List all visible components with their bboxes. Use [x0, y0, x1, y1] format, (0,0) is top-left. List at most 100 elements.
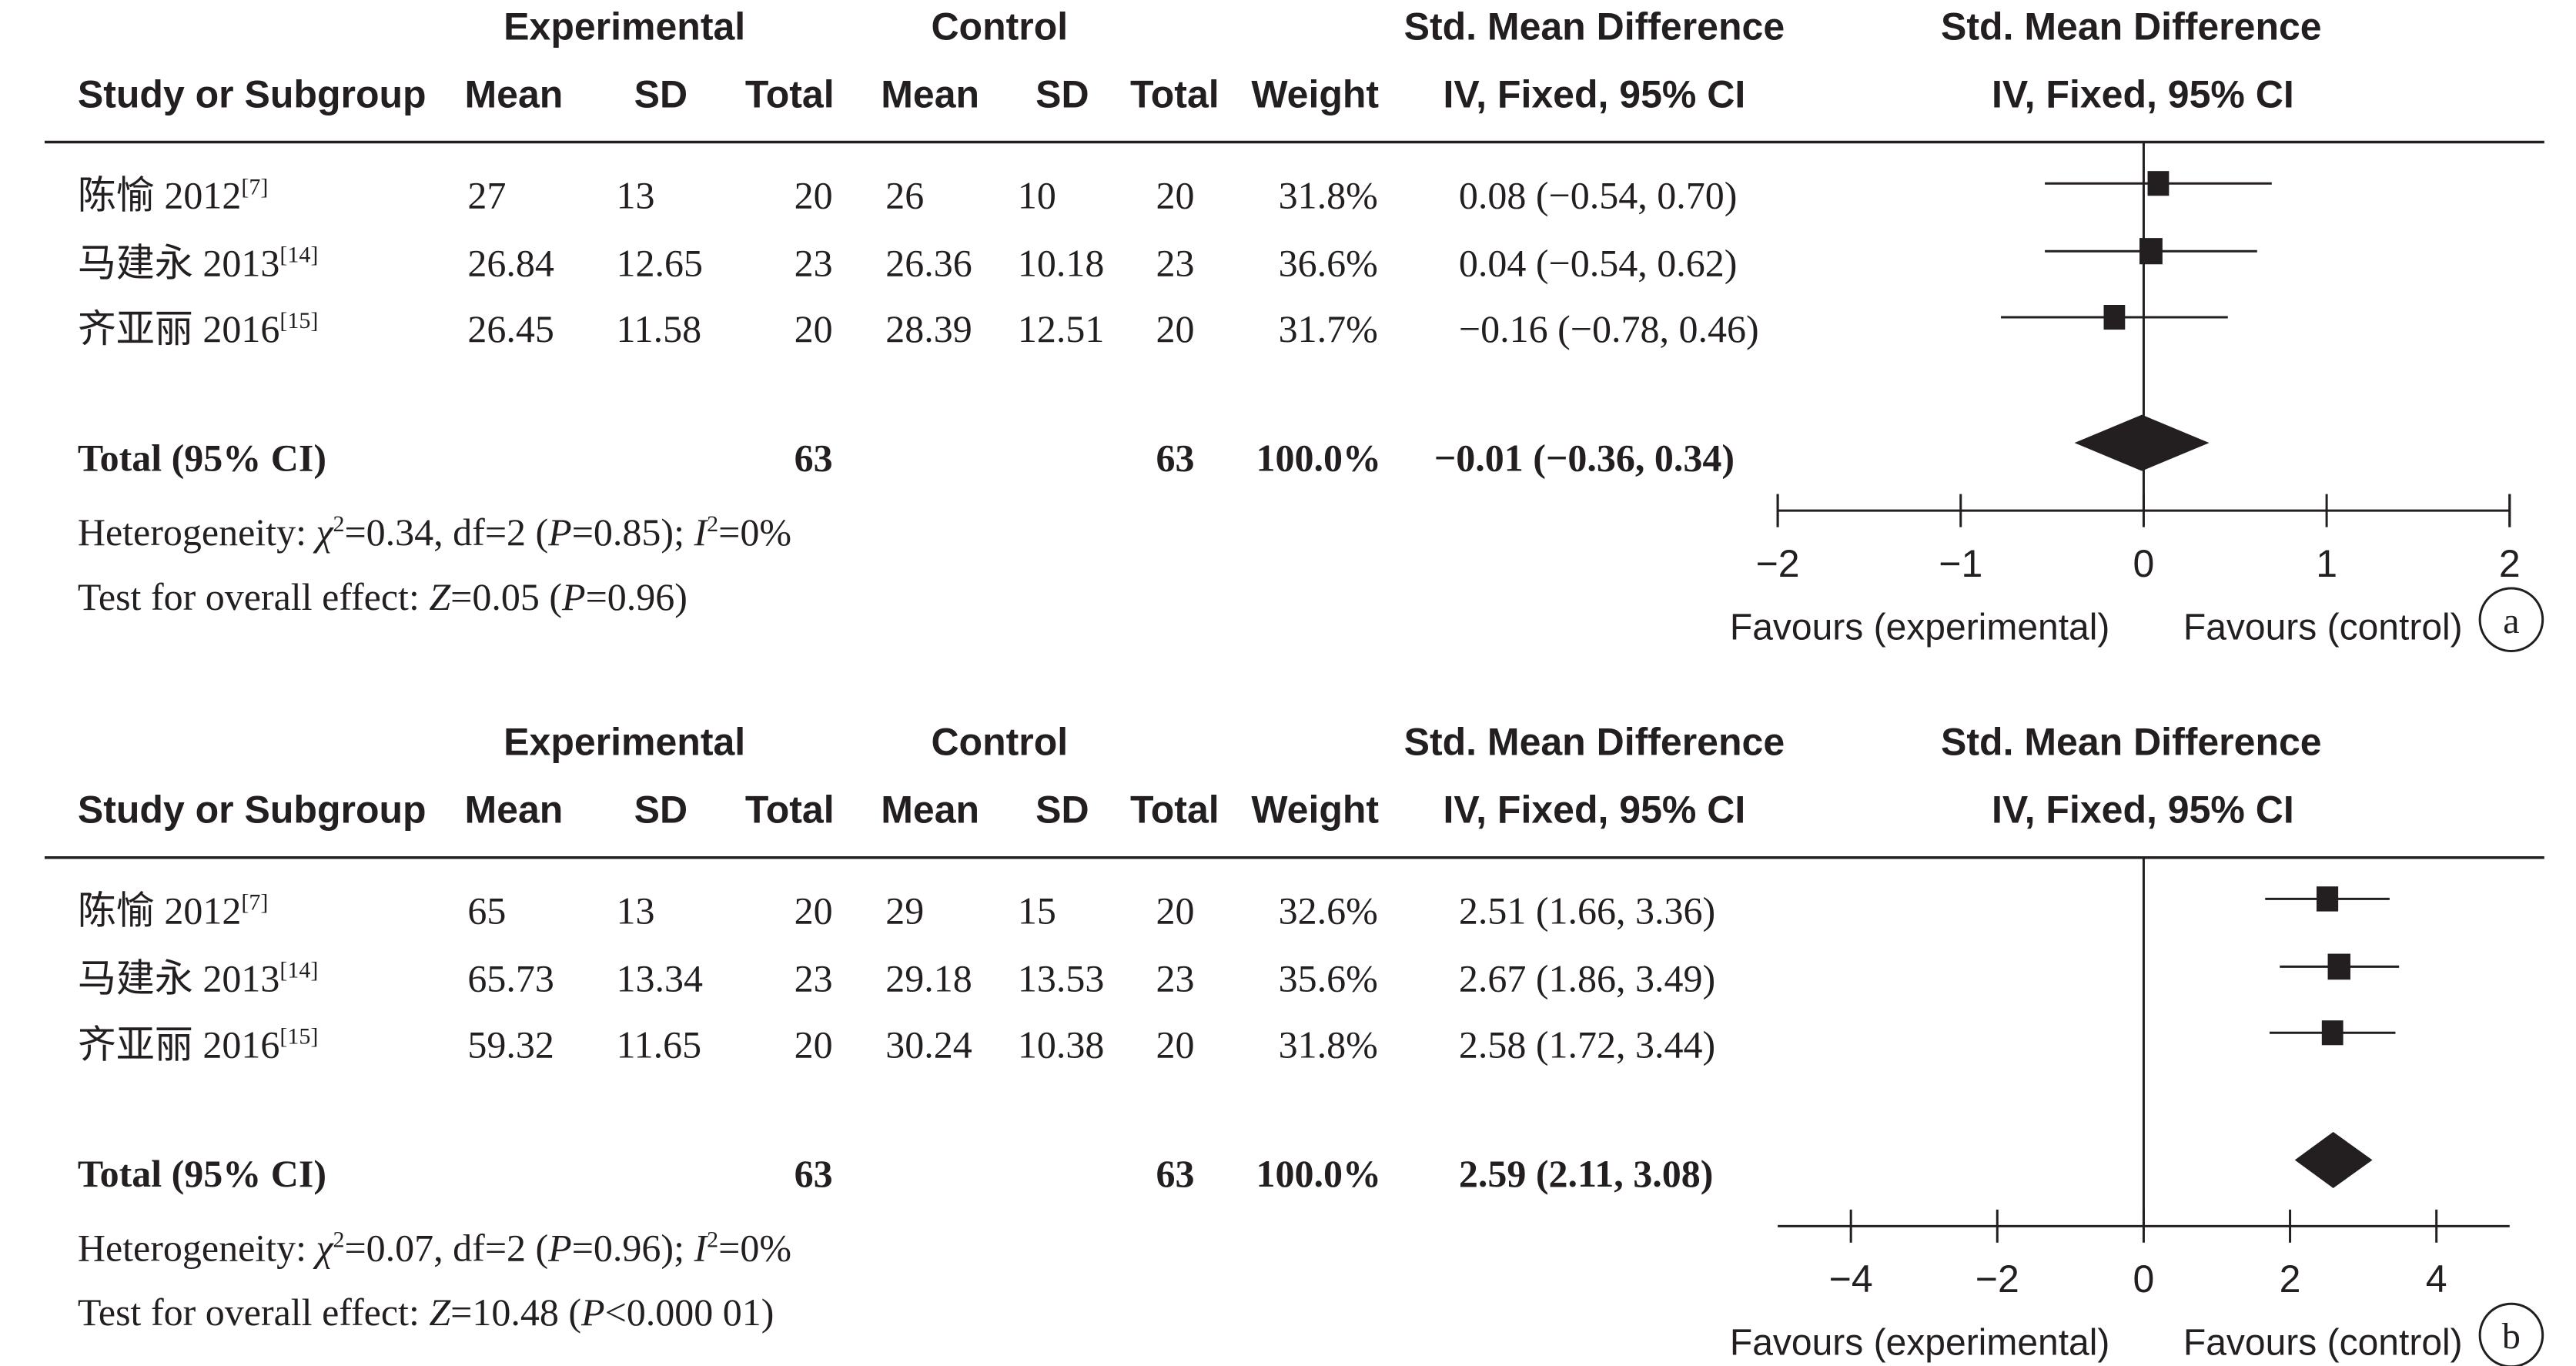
- effect-square: [2139, 238, 2163, 265]
- ci-text-cell: 0.08 (−0.54, 0.70): [1459, 173, 1738, 216]
- ci-text-cell: 0.04 (−0.54, 0.62): [1459, 241, 1738, 284]
- header-ctl-total: Total: [1130, 788, 1219, 832]
- ctl-sd-cell: 10.18: [1018, 241, 1105, 284]
- header-control: Control: [931, 721, 1068, 764]
- forest-panel-a: Experimental Control Std. Mean Difference S…: [44, 5, 2544, 653]
- study-name: 齐亚丽 2016[15]: [78, 1023, 318, 1066]
- header-weight: Weight: [1251, 788, 1379, 832]
- header-method: IV, Fixed, 95% CI: [1443, 72, 1745, 116]
- header-method: IV, Fixed, 95% CI: [1443, 788, 1745, 832]
- x-tick-label: −4: [1829, 1257, 1873, 1301]
- x-tick-label: 4: [2426, 1257, 2447, 1301]
- ctl-total-cell: 20: [1156, 889, 1195, 932]
- x-tick-label: 1: [2316, 542, 2337, 585]
- effect-square: [2103, 305, 2126, 330]
- header-method-plot: IV, Fixed, 95% CI: [1992, 788, 2294, 832]
- ctl-sd-cell: 10.38: [1018, 1023, 1105, 1066]
- exp-sd-cell: 13: [616, 173, 654, 216]
- total-label: Total (95% CI): [78, 437, 326, 480]
- ctl-sd-cell: 10: [1018, 173, 1056, 216]
- exp-mean-cell: 65: [467, 889, 506, 932]
- header-exp-total: Total: [745, 72, 835, 116]
- header-method-plot: IV, Fixed, 95% CI: [1992, 72, 2294, 116]
- header-exp-sd: SD: [634, 72, 687, 116]
- exp-mean-cell: 59.32: [467, 1023, 554, 1066]
- effect-square: [2327, 953, 2350, 980]
- study-ref: [7]: [241, 174, 268, 199]
- heterogeneity-text: Heterogeneity: χ2=0.07, df=2 (P=0.96); I…: [78, 1226, 791, 1269]
- total-weight: 100.0%: [1256, 1152, 1382, 1195]
- exp-total-cell: 20: [795, 1023, 833, 1066]
- weight-cell: 35.6%: [1279, 957, 1378, 1000]
- overall-effect-text: Test for overall effect: Z=0.05 (P=0.96): [78, 575, 687, 618]
- total-ci-text: −0.01 (−0.36, 0.34): [1434, 437, 1735, 480]
- study-name: 马建永 2013[14]: [78, 957, 318, 1000]
- ctl-mean-cell: 30.24: [885, 1023, 972, 1066]
- effect-square: [2316, 886, 2339, 912]
- study-name: 陈愉 2012[7]: [78, 173, 268, 216]
- ctl-sd-cell: 12.51: [1018, 307, 1105, 350]
- ctl-mean-cell: 26: [885, 173, 924, 216]
- exp-sd-cell: 12.65: [616, 241, 703, 284]
- heterogeneity-text: Heterogeneity: χ2=0.34, df=2 (P=0.85); I…: [78, 511, 791, 554]
- header-smd-plot: Std. Mean Difference: [1941, 5, 2322, 49]
- panel-label: a: [2503, 601, 2519, 641]
- exp-sd-cell: 11.65: [616, 1023, 701, 1066]
- ci-text-cell: −0.16 (−0.78, 0.46): [1459, 307, 1759, 350]
- header-ctl-mean: Mean: [881, 788, 979, 832]
- header-control: Control: [931, 5, 1068, 49]
- x-tick-label: −2: [1756, 542, 1800, 585]
- ctl-total-cell: 20: [1156, 1023, 1195, 1066]
- study-ref: [14]: [279, 242, 318, 267]
- study-name-text: 齐亚丽 2016: [78, 1023, 280, 1066]
- header-exp-mean: Mean: [464, 788, 563, 832]
- header-smd-plot: Std. Mean Difference: [1941, 721, 2322, 764]
- total-ci-text: 2.59 (2.11, 3.08): [1459, 1152, 1714, 1195]
- x-tick-label: −1: [1939, 542, 1982, 585]
- weight-cell: 31.8%: [1279, 1023, 1378, 1066]
- ci-text-cell: 2.58 (1.72, 3.44): [1459, 1023, 1715, 1066]
- forest-panel-b: Experimental Control Std. Mean Difference S…: [44, 721, 2544, 1366]
- study-name-text: 马建永 2013: [78, 241, 280, 284]
- favours-left-label: Favours (experimental): [1730, 608, 2110, 648]
- total-label: Total (95% CI): [78, 1152, 326, 1195]
- ctl-total-cell: 20: [1156, 173, 1195, 216]
- exp-total-cell: 23: [795, 241, 833, 284]
- header-experimental: Experimental: [503, 5, 745, 49]
- total-ctl-total: 63: [1156, 1152, 1195, 1195]
- exp-total-cell: 20: [795, 889, 833, 932]
- total-weight: 100.0%: [1256, 437, 1382, 480]
- overall-effect-text: Test for overall effect: Z=10.48 (P<0.00…: [78, 1291, 774, 1334]
- study-name-text: 马建永 2013: [78, 957, 280, 1000]
- study-name-text: 齐亚丽 2016: [78, 307, 280, 350]
- study-name: 陈愉 2012[7]: [78, 889, 268, 932]
- exp-sd-cell: 11.58: [616, 307, 701, 350]
- weight-cell: 36.6%: [1279, 241, 1378, 284]
- ctl-total-cell: 23: [1156, 241, 1195, 284]
- ci-text-cell: 2.67 (1.86, 3.49): [1459, 957, 1715, 1000]
- header-exp-sd: SD: [634, 788, 687, 832]
- ctl-total-cell: 20: [1156, 307, 1195, 350]
- study-name-text: 陈愉 2012: [78, 173, 242, 216]
- exp-total-cell: 20: [795, 307, 833, 350]
- exp-mean-cell: 26.84: [467, 241, 554, 284]
- total-ctl-total: 63: [1156, 437, 1195, 480]
- x-tick-label: 0: [2133, 542, 2155, 585]
- favours-left-label: Favours (experimental): [1730, 1323, 2110, 1364]
- study-name-text: 陈愉 2012: [78, 889, 242, 932]
- exp-sd-cell: 13.34: [616, 957, 703, 1000]
- study-ref: [14]: [279, 958, 318, 983]
- header-weight: Weight: [1251, 72, 1379, 116]
- header-exp-mean: Mean: [464, 72, 563, 116]
- panel-label-circle: [2478, 1302, 2544, 1366]
- header-experimental: Experimental: [503, 721, 745, 764]
- exp-total-cell: 20: [795, 173, 833, 216]
- header-smd: Std. Mean Difference: [1404, 5, 1785, 49]
- x-tick-label: −2: [1975, 1257, 2019, 1301]
- header-study: Study or Subgroup: [78, 788, 427, 832]
- exp-mean-cell: 27: [467, 173, 506, 216]
- total-exp-total: 63: [795, 1152, 833, 1195]
- x-tick-label: 2: [2499, 542, 2521, 585]
- ctl-mean-cell: 29.18: [885, 957, 972, 1000]
